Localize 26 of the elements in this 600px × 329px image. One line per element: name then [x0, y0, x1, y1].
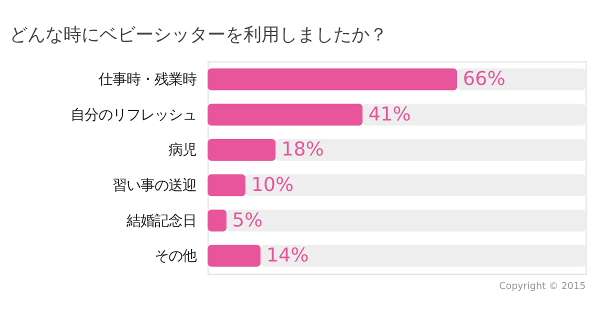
y-tick-label: 習い事の送迎 [112, 178, 197, 194]
chart-title: どんな時にベビーシッターを利用しましたか？ [10, 24, 388, 46]
bar [260, 244, 586, 267]
bar [208, 174, 246, 196]
y-tick-label: 自分のリフレッシュ [70, 107, 197, 124]
y-tick-label: 結婚記念日 [126, 213, 197, 230]
bar [208, 104, 363, 126]
bar [457, 68, 586, 90]
bar [276, 139, 586, 161]
data-label: 5% [232, 208, 263, 232]
bar [208, 244, 261, 267]
bar [362, 104, 586, 126]
bar [226, 210, 586, 232]
data-label: 14% [266, 244, 309, 267]
y-tick-label: 病児 [168, 142, 197, 159]
y-tick-label: 仕事時・残業時 [98, 72, 197, 88]
data-label: 10% [251, 172, 294, 196]
data-label: 18% [281, 138, 324, 161]
bar [208, 68, 458, 90]
data-label: 41% [368, 102, 411, 126]
text: Copyright © 2015 [499, 281, 586, 292]
bar [208, 210, 227, 232]
data-label: 66% [462, 67, 506, 90]
bar [245, 174, 586, 196]
bar [208, 139, 276, 161]
y-tick-label: その他 [154, 248, 197, 265]
